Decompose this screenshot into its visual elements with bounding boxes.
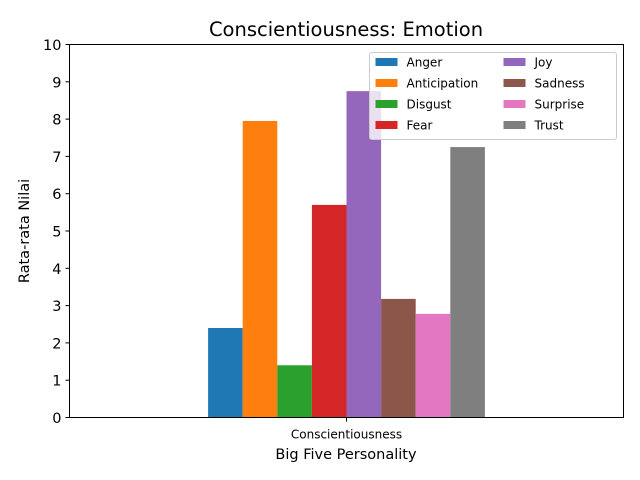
y-tick-label-3: 3 — [52, 299, 61, 315]
legend-label-disgust: Disgust — [407, 98, 452, 112]
legend-label-surprise: Surprise — [535, 98, 585, 112]
bar-fear — [311, 204, 347, 418]
legend-swatch-anticipation — [375, 79, 398, 87]
legend-label-sadness: Sadness — [535, 77, 585, 91]
legend-swatch-disgust — [375, 100, 398, 108]
x-axis-label: Big Five Personality — [275, 447, 417, 463]
bar-joy — [346, 91, 382, 418]
y-tick-label-10: 10 — [43, 38, 61, 54]
y-axis: 0 1 2 3 4 5 6 7 8 9 10 — [43, 38, 70, 427]
y-tick-label-4: 4 — [52, 262, 61, 278]
legend-swatch-trust — [503, 121, 526, 129]
bars-group — [208, 91, 485, 418]
legend-swatch-sadness — [503, 79, 526, 87]
legend-label-joy: Joy — [534, 56, 553, 70]
x-tick-label-conscientiousness: Conscientiousness — [291, 428, 402, 442]
legend-swatch-surprise — [503, 100, 526, 108]
legend: Anger Anticipation Disgust Fear Joy Sadness Su… — [369, 52, 617, 140]
bar-trust — [450, 147, 485, 418]
bar-disgust — [277, 365, 312, 418]
bar-anger — [208, 327, 243, 418]
bar-surprise — [415, 313, 451, 418]
y-tick-label-9: 9 — [52, 75, 61, 91]
y-tick-label-7: 7 — [52, 150, 61, 166]
legend-swatch-joy — [503, 58, 526, 66]
y-tick-label-6: 6 — [52, 187, 61, 203]
y-tick-label-8: 8 — [52, 113, 61, 129]
legend-swatch-fear — [375, 121, 398, 129]
y-tick-label-1: 1 — [52, 374, 61, 390]
y-tick-label-0: 0 — [52, 411, 61, 427]
plot-frame — [69, 44, 624, 418]
legend-label-fear: Fear — [407, 119, 433, 133]
legend-label-trust: Trust — [534, 119, 564, 133]
legend-label-anticipation: Anticipation — [407, 77, 479, 91]
legend-label-anger: Anger — [407, 56, 443, 70]
bar-sadness — [381, 298, 416, 418]
y-tick-label-5: 5 — [52, 225, 61, 241]
chart-title: Conscientiousness: Emotion — [209, 18, 483, 41]
x-axis: Conscientiousness — [291, 417, 402, 442]
y-axis-label: Rata-rata Nilai — [17, 179, 33, 283]
bar-anticipation — [242, 120, 278, 418]
legend-swatch-anger — [375, 58, 398, 66]
legend-box — [369, 52, 617, 140]
y-tick-label-2: 2 — [52, 336, 61, 352]
